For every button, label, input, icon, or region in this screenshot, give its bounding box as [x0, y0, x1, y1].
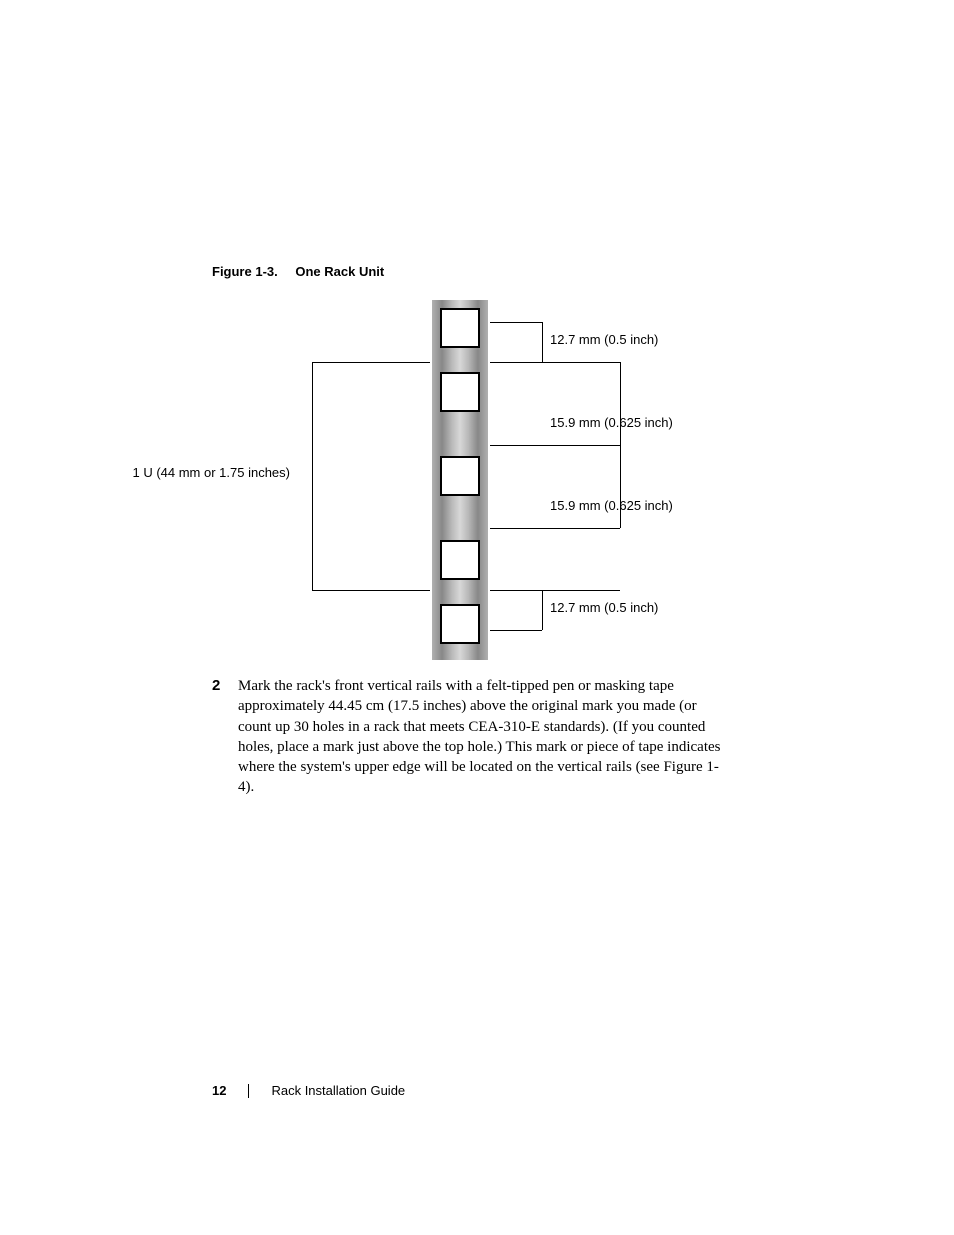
step-number: 2: [212, 676, 220, 696]
rack-hole: [440, 372, 480, 412]
dimension-label: 15.9 mm (0.625 inch): [550, 498, 673, 513]
rack-rail-strip: [432, 300, 488, 660]
dimension-line: [312, 362, 313, 590]
rack-hole: [440, 308, 480, 348]
page-footer: 12 Rack Installation Guide: [212, 1083, 405, 1098]
figure-title: One Rack Unit: [295, 264, 384, 279]
rack-hole: [440, 540, 480, 580]
page-number: 12: [212, 1083, 226, 1098]
dimension-line: [312, 590, 430, 591]
footer-separator: [248, 1084, 249, 1098]
rack-hole: [440, 456, 480, 496]
dimension-line: [312, 362, 430, 363]
dimension-label: 15.9 mm (0.625 inch): [550, 415, 673, 430]
rack-hole: [440, 604, 480, 644]
document-page: Figure 1-3. One Rack Unit 1 U (44 mm or …: [0, 0, 954, 1235]
figure-number: Figure 1-3.: [212, 264, 278, 279]
step-text: Mark the rack's front vertical rails wit…: [238, 676, 732, 798]
one-u-label: 1 U (44 mm or 1.75 inches): [90, 465, 290, 480]
dimension-label: 12.7 mm (0.5 inch): [550, 600, 658, 615]
dimension-label: 12.7 mm (0.5 inch): [550, 332, 658, 347]
figure-caption: Figure 1-3. One Rack Unit: [212, 264, 384, 279]
instruction-step: 2 Mark the rack's front vertical rails w…: [212, 676, 732, 798]
rack-unit-diagram: 1 U (44 mm or 1.75 inches) 12.7 mm (0.5 …: [212, 300, 752, 670]
doc-title: Rack Installation Guide: [271, 1083, 405, 1098]
